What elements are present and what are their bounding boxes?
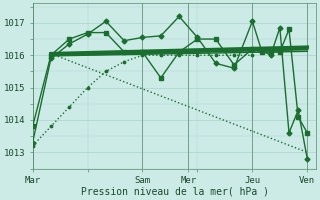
X-axis label: Pression niveau de la mer( hPa ): Pression niveau de la mer( hPa ) [81, 187, 268, 197]
